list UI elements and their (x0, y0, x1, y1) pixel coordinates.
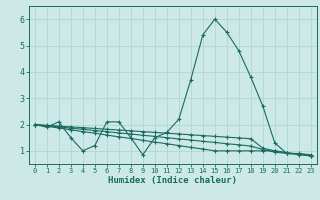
X-axis label: Humidex (Indice chaleur): Humidex (Indice chaleur) (108, 176, 237, 185)
